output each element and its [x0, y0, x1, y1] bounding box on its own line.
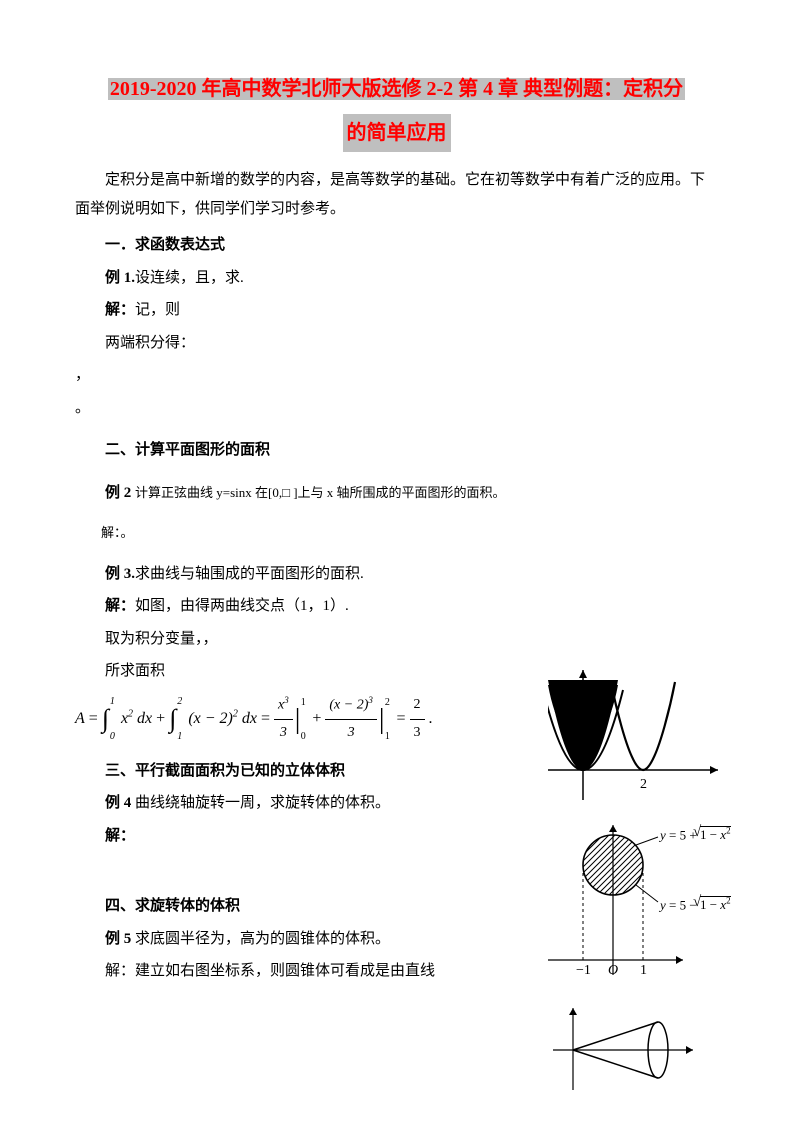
- cone-figure: [548, 1000, 698, 1100]
- example-2: 例 2 计算正弦曲线 y=sinx 在[0,□ ]上与 x 轴所围成的平面图形的…: [75, 479, 718, 508]
- example-4-label: 例 4: [105, 795, 131, 811]
- comma-line: ，: [75, 361, 718, 390]
- subtitle-wrap: 的简单应用: [75, 114, 718, 152]
- example-3-label: 例 3.: [105, 566, 135, 582]
- section-1-heading: 一．求函数表达式: [75, 231, 718, 260]
- example-3-solution-2: 取为积分变量，，: [75, 625, 718, 654]
- example-3-text: 求曲线与轴围成的平面图形的面积.: [135, 566, 364, 582]
- intro-paragraph: 定积分是高中新增的数学的内容，是高等数学的基础。它在初等数学中有着广泛的应用。下…: [75, 166, 718, 223]
- example-1-text: 设连续，且，求.: [135, 270, 244, 286]
- example-3: 例 3.求曲线与轴围成的平面图形的面积.: [75, 560, 718, 589]
- solution-label: 解：: [105, 598, 135, 614]
- solution-label: 解：: [105, 302, 135, 318]
- cone-svg: [548, 1000, 698, 1100]
- parabola-svg: 2: [548, 670, 718, 800]
- example-1-solution-2: 两端积分得：: [75, 329, 718, 358]
- section-2-heading: 二、计算平面图形的面积: [75, 436, 718, 465]
- circle-figure: −1 O 1 y = 5 + 1 − x2 √ y = 5 − 1 − x2 √: [528, 820, 723, 980]
- parabola-figure: 2: [548, 670, 718, 800]
- example-3-solution-1: 解：如图，由得两曲线交点（1，1）.: [75, 592, 718, 621]
- svg-text:O: O: [608, 963, 618, 978]
- example-1-solution-1: 解：记，则: [75, 296, 718, 325]
- example-1-label: 例 1.: [105, 270, 135, 286]
- example-2-solution: 解：。: [75, 521, 718, 546]
- page-title: 2019-2020 年高中数学北师大版选修 2-2 第 4 章 典型例题：定积分: [75, 70, 718, 108]
- title-line1: 2019-2020 年高中数学北师大版选修 2-2 第 4 章 典型例题：定积分: [108, 78, 685, 100]
- svg-text:−1: −1: [576, 963, 591, 978]
- circle-eq-bot: y = 5 − 1 − x2 √: [660, 896, 731, 913]
- svg-text:2: 2: [640, 777, 647, 792]
- title-line2: 的简单应用: [343, 114, 451, 152]
- example-2-label: 例 2: [105, 485, 131, 501]
- example-5-text: 求底圆半径为，高为的圆锥体的体积。: [135, 931, 390, 947]
- example-2-text: 计算正弦曲线 y=sinx 在[0,□ ]上与 x 轴所围成的平面图形的面积。: [135, 485, 506, 500]
- period-line: 。: [75, 394, 718, 423]
- svg-text:1: 1: [640, 963, 647, 978]
- example-5-label: 例 5: [105, 931, 131, 947]
- example-4-text: 曲线绕轴旋转一周，求旋转体的体积。: [135, 795, 390, 811]
- circle-eq-top: y = 5 + 1 − x2 √: [660, 826, 731, 843]
- example-1: 例 1.设连续，且，求.: [75, 264, 718, 293]
